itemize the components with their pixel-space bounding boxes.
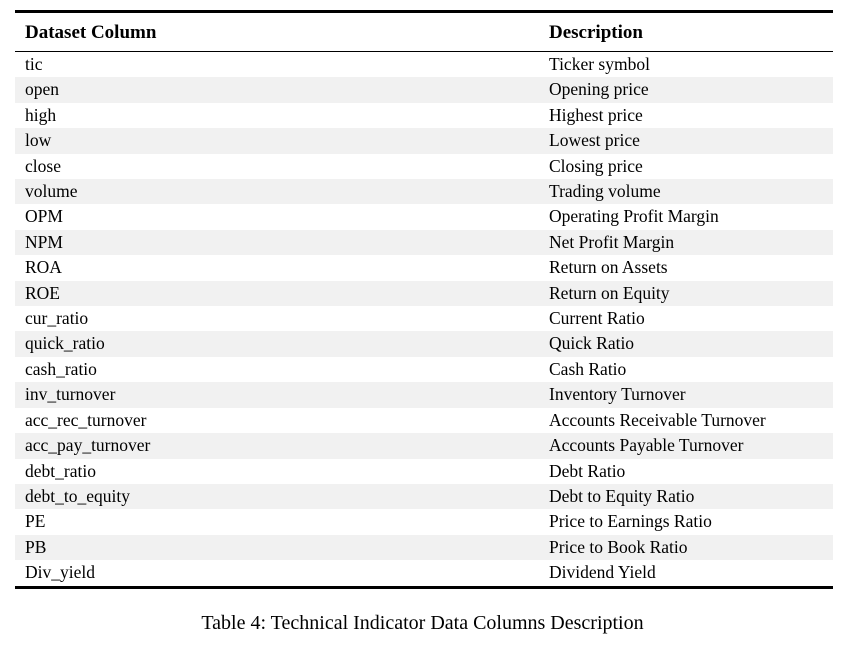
cell-column: PB (25, 536, 47, 557)
table-row: PE Price to Earnings Ratio (15, 509, 833, 534)
indicator-table: Dataset Column Description tic Ticker sym… (15, 10, 833, 589)
cell-description: Quick Ratio (549, 333, 635, 354)
table-row: quick_ratio Quick Ratio (15, 331, 833, 357)
table-row: acc_pay_turnover Accounts Payable Turnove… (15, 433, 833, 459)
cell-description: Debt to Equity Ratio (549, 485, 695, 506)
table-row: volume Trading volume (15, 179, 833, 205)
cell-description: Inventory Turnover (549, 384, 686, 405)
cell-column: volume (25, 181, 78, 202)
table-row: Div_yield Dividend Yield (15, 560, 833, 587)
cell-column: quick_ratio (25, 333, 105, 354)
table-row: OPM Operating Profit Margin (15, 204, 833, 229)
cell-description: Return on Assets (549, 257, 668, 278)
table-container: Dataset Column Description tic Ticker sym… (15, 10, 833, 589)
cell-column: debt_to_equity (25, 485, 130, 506)
table-row: ROA Return on Assets (15, 255, 833, 280)
table-caption: Table 4: Technical Indicator Data Column… (201, 612, 644, 634)
table-row: debt_to_equity Debt to Equity Ratio (15, 483, 833, 510)
table-row: acc_rec_turnover Accounts Receivable Turn… (15, 408, 833, 433)
table-row: debt_ratio Debt Ratio (15, 459, 833, 484)
table-row: NPM Net Profit Margin (15, 229, 833, 256)
table-row: inv_turnover Inventory Turnover (15, 382, 833, 408)
cell-description: Price to Book Ratio (549, 536, 688, 557)
cell-description: Return on Equity (549, 282, 670, 303)
cell-description: Ticker symbol (549, 54, 650, 74)
header-row: Dataset Column Description (15, 11, 833, 52)
table-row: low Lowest price (15, 128, 833, 154)
cell-description: Trading volume (549, 181, 661, 202)
cell-column: low (25, 130, 52, 151)
cell-column: inv_turnover (25, 384, 116, 405)
table-row: open Opening price (15, 77, 833, 103)
table-row: tic Ticker symbol (15, 52, 833, 78)
col-header-description: Description (539, 11, 833, 52)
table-row: cur_ratio Current Ratio (15, 306, 833, 331)
cell-description: Price to Earnings Ratio (549, 511, 712, 532)
table-row: high Highest price (15, 103, 833, 128)
cell-column: tic (25, 54, 43, 74)
cell-column: open (25, 79, 60, 100)
cell-description: Operating Profit Margin (549, 206, 719, 227)
cell-description: Dividend Yield (549, 562, 656, 583)
cell-column: debt_ratio (25, 460, 96, 481)
table-row: close Closing price (15, 154, 833, 179)
cell-description: Current Ratio (549, 308, 645, 329)
cell-description: Lowest price (549, 130, 640, 151)
cell-description: Cash Ratio (549, 358, 627, 379)
cell-column: NPM (25, 231, 63, 252)
cell-description: Highest price (549, 104, 643, 125)
cell-description: Debt Ratio (549, 460, 626, 481)
cell-description: Opening price (549, 79, 649, 100)
cell-description: Accounts Receivable Turnover (549, 409, 766, 430)
table-body: tic Ticker symbol open Opening price high Hig… (15, 52, 833, 588)
cell-column: acc_rec_turnover (25, 409, 147, 430)
cell-column: acc_pay_turnover (25, 435, 151, 456)
cell-column: PE (25, 511, 46, 532)
cell-column: OPM (25, 206, 63, 227)
table-row: PB Price to Book Ratio (15, 534, 833, 561)
cell-description: Closing price (549, 155, 643, 176)
cell-description: Net Profit Margin (549, 231, 675, 252)
cell-column: close (25, 155, 61, 176)
cell-column: cash_ratio (25, 358, 97, 379)
table-row: cash_ratio Cash Ratio (15, 357, 833, 382)
col-header-dataset-column: Dataset Column (15, 11, 539, 52)
cell-column: high (25, 104, 57, 125)
cell-column: ROA (25, 257, 62, 278)
cell-column: ROE (25, 282, 60, 303)
table-header: Dataset Column Description (15, 11, 833, 52)
cell-column: Div_yield (25, 562, 95, 583)
cell-column: cur_ratio (25, 308, 89, 329)
cell-description: Accounts Payable Turnover (549, 435, 744, 456)
table-row: ROE Return on Equity (15, 280, 833, 307)
